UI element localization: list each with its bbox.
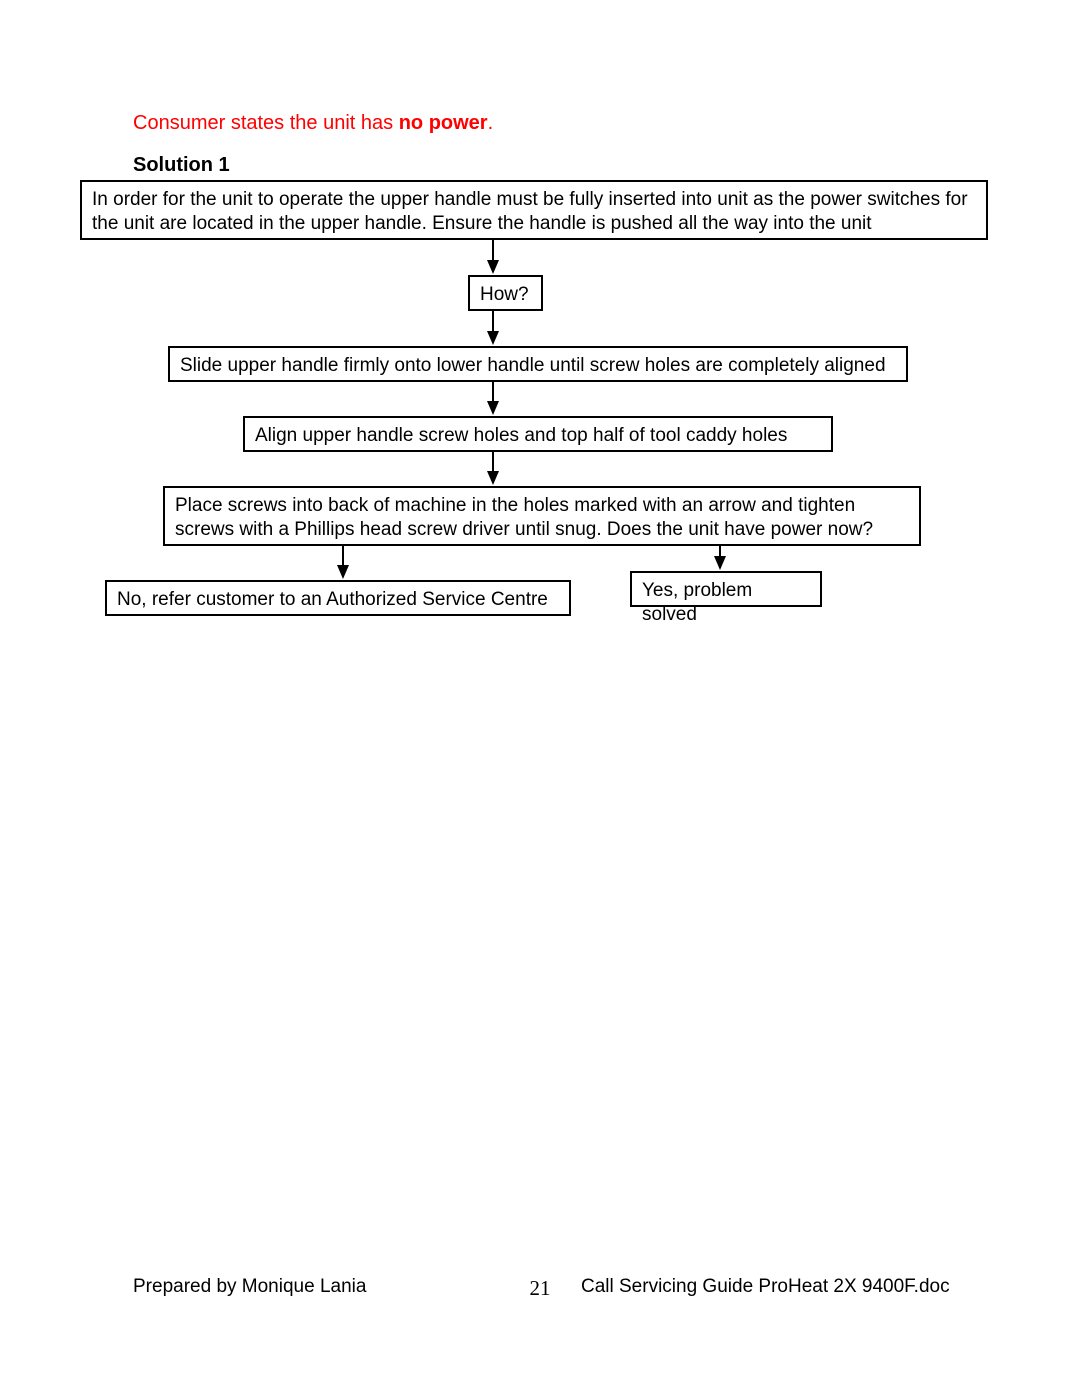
flow-node: Place screws into back of machine in the… bbox=[163, 486, 921, 546]
problem-prefix: Consumer states the unit has bbox=[133, 112, 399, 134]
footer-doc-title: Call Servicing Guide ProHeat 2X 9400F.do… bbox=[581, 1276, 950, 1298]
flow-node: Slide upper handle firmly onto lower han… bbox=[168, 346, 908, 382]
solution-heading: Solution 1 bbox=[133, 154, 230, 177]
flow-node: How? bbox=[468, 275, 543, 311]
flow-node: Yes, problem solved bbox=[630, 571, 822, 607]
flow-node: No, refer customer to an Authorized Serv… bbox=[105, 580, 571, 616]
flow-node: In order for the unit to operate the upp… bbox=[80, 180, 988, 240]
page: Consumer states the unit has no power. S… bbox=[0, 0, 1080, 1397]
problem-emphasis: no power bbox=[399, 112, 488, 134]
problem-suffix: . bbox=[488, 112, 494, 134]
problem-statement: Consumer states the unit has no power. bbox=[133, 112, 493, 135]
flow-node: Align upper handle screw holes and top h… bbox=[243, 416, 833, 452]
